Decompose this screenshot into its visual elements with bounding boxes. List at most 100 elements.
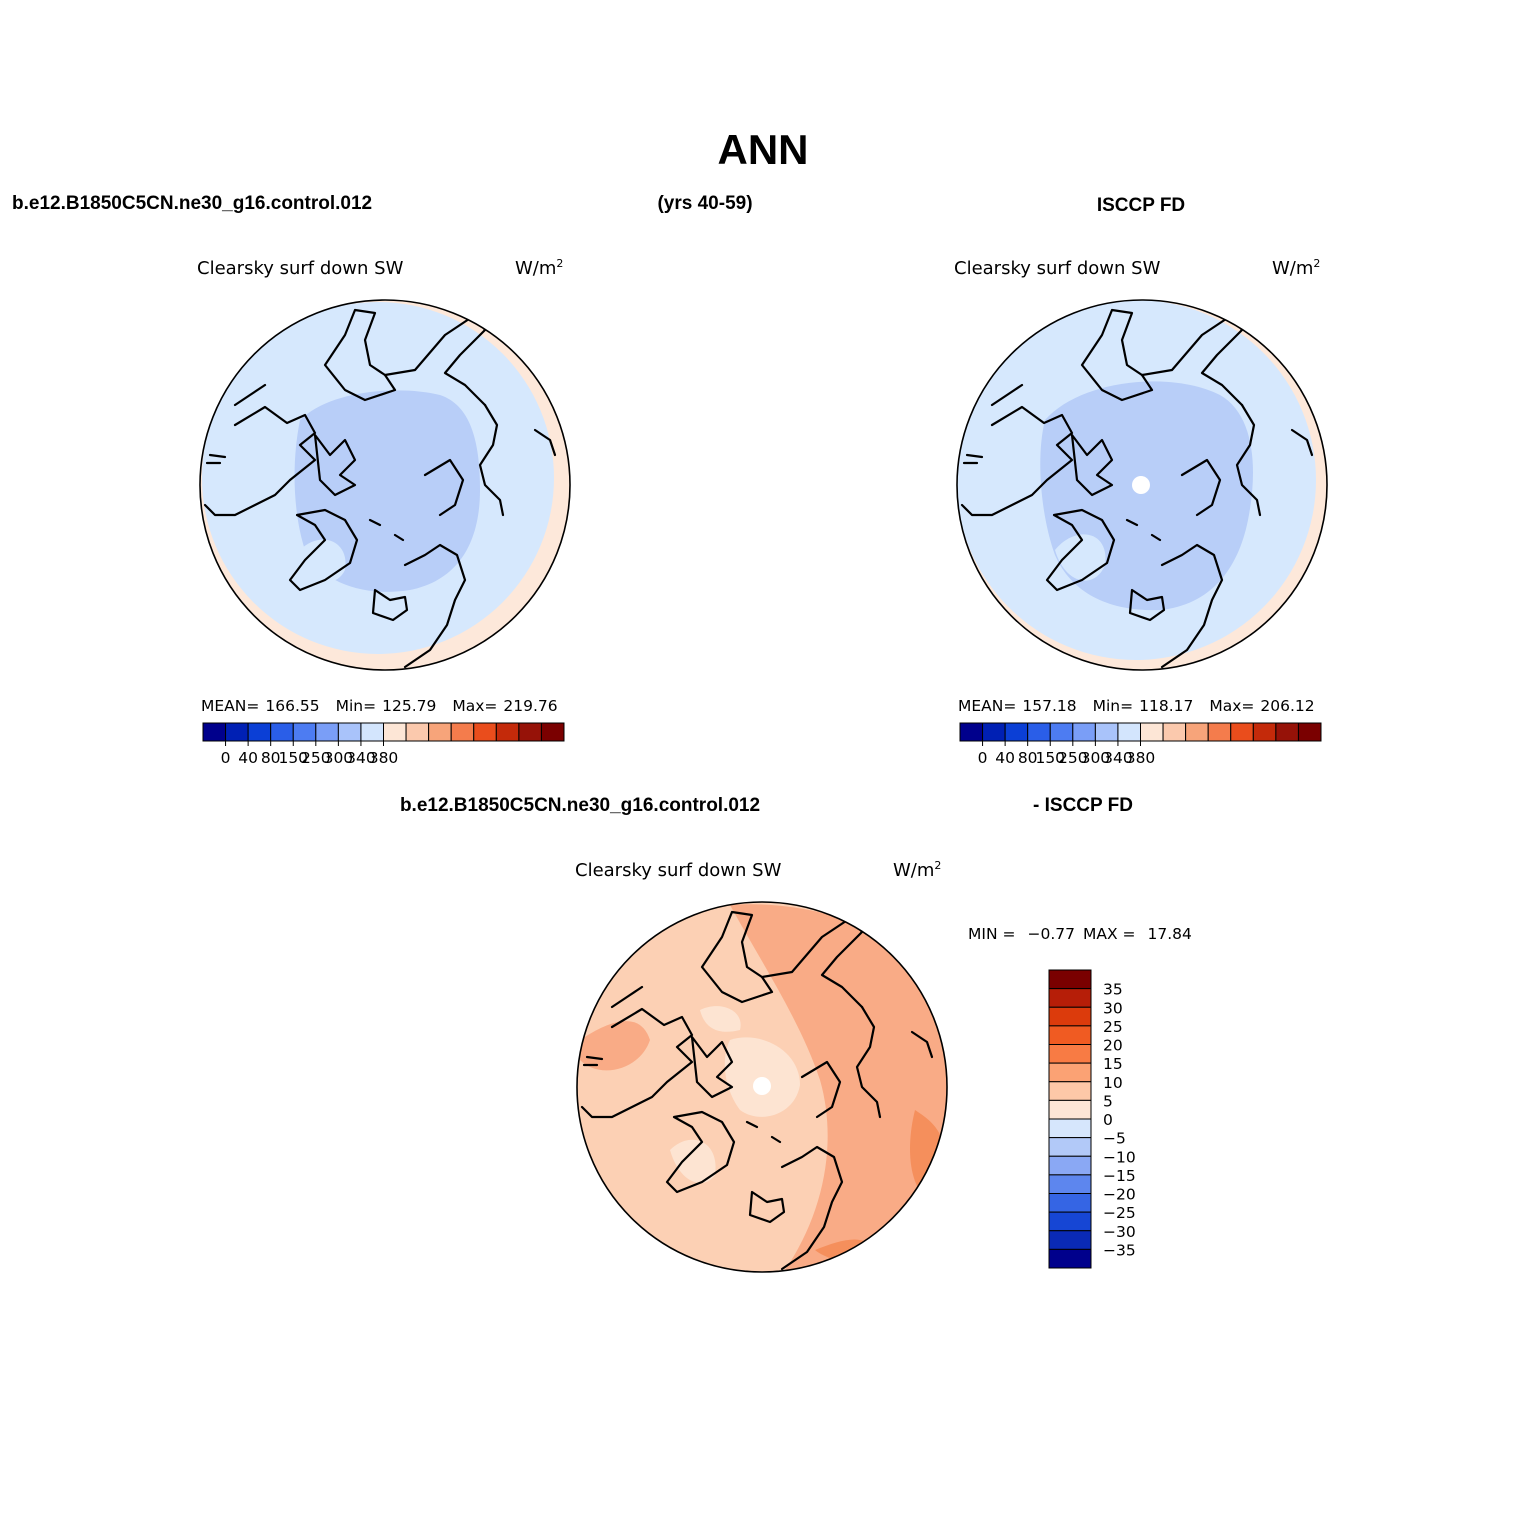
obs-panel: Clearsky surf down SW W/m2 MEAN= 157.18 Mi… (954, 257, 1328, 767)
model-polar-map (200, 300, 570, 670)
obs-colorbar-swatch (1004, 722, 1029, 742)
diff-colorbar-tick-label: −20 (1103, 1186, 1136, 1204)
model-colorbar-swatch (337, 722, 362, 742)
obs-stats: MEAN= 157.18 Min= 118.17 Max= 206.12 (958, 697, 1315, 715)
obs-colorbar-swatch (1140, 722, 1164, 742)
diff-polar-map (577, 902, 947, 1272)
model-colorbar-swatch (383, 722, 407, 742)
model-colorbar-swatch (405, 722, 430, 742)
diff-colorbar-tick-label: 20 (1103, 1037, 1123, 1055)
diff-colorbar-swatch (1048, 1248, 1092, 1269)
model-colorbar-swatch (315, 722, 339, 742)
diff-colorbar-tick-label: 35 (1103, 981, 1123, 999)
model-colorbar-swatch (270, 722, 294, 742)
diff-colorbar-swatch (1048, 1137, 1092, 1157)
model-units-label: W/m2 (515, 257, 563, 279)
diff-colorbar-swatch (1048, 1230, 1092, 1250)
diff-colorbar-tick-label: 5 (1103, 1092, 1113, 1110)
diff-colorbar-tick-label: 30 (1103, 999, 1123, 1017)
model-colorbar-swatch (292, 722, 317, 742)
model-colorbar-tick-label: 0 (221, 749, 231, 767)
obs-colorbar-tick-label: 150 (1035, 749, 1065, 767)
obs-colorbar-swatch (1207, 722, 1232, 742)
model-case-label: b.e12.B1850C5CN.ne30_g16.control.012 (12, 193, 372, 214)
diff-colorbar-swatch (1048, 1081, 1092, 1101)
model-colorbar-swatch (247, 722, 272, 742)
diff-colorbar-tick-label: 25 (1103, 1018, 1123, 1036)
model-stats: MEAN= 166.55 Min= 125.79 Max= 219.76 (201, 697, 558, 715)
obs-colorbar-tick-label: 80 (1018, 749, 1038, 767)
model-colorbar-swatch (473, 722, 497, 742)
diff-colorbar-tick-label: 0 (1103, 1111, 1113, 1129)
diff-colorbar-swatch (1048, 1044, 1092, 1064)
obs-colorbar-tick-label: 40 (995, 749, 1015, 767)
obs-colorbar-swatch (1275, 722, 1299, 742)
diff-colorbar-tick-label: −15 (1103, 1167, 1136, 1185)
diff-colorbar-tick-label: 15 (1103, 1055, 1123, 1073)
obs-units-label: W/m2 (1272, 257, 1320, 279)
obs-colorbar-tick-label: 250 (1058, 749, 1088, 767)
obs-colorbar-tick-label: 300 (1081, 749, 1111, 767)
obs-case-label: ISCCP FD (1097, 195, 1185, 216)
model-colorbar-tick-label: 300 (324, 749, 354, 767)
obs-colorbar-swatch (959, 722, 984, 742)
diff-colorbar-swatch (1048, 1174, 1092, 1194)
model-colorbar-tick-label: 40 (238, 749, 258, 767)
obs-colorbar-swatch (1185, 722, 1209, 742)
model-colorbar-tick-label: 80 (261, 749, 281, 767)
diff-colorbar-swatch (1048, 1211, 1092, 1232)
diff-colorbar-swatch (1048, 1025, 1092, 1045)
diff-panel: Clearsky surf down SW W/m2 MIN = −0.77 MAX… (575, 859, 1192, 1273)
model-colorbar-tick-label: 380 (369, 749, 399, 767)
diff-colorbar-tick-label: −30 (1103, 1223, 1136, 1241)
diff-colorbar-swatch (1048, 969, 1092, 990)
diff-obs-label: - ISCCP FD (1033, 795, 1133, 816)
model-colorbar-tick-label: 250 (301, 749, 331, 767)
obs-colorbar-swatch (1049, 722, 1074, 742)
diff-model-label: b.e12.B1850C5CN.ne30_g16.control.012 (400, 795, 760, 816)
model-colorbar-swatch (225, 722, 249, 742)
model-colorbar-tick-label: 340 (346, 749, 376, 767)
model-colorbar-swatch (518, 722, 542, 742)
obs-variable-label: Clearsky surf down SW (954, 258, 1161, 279)
diff-colorbar-tick-label: −35 (1103, 1241, 1136, 1259)
diff-colorbar-swatch (1048, 1099, 1092, 1120)
obs-colorbar-swatch (1117, 722, 1141, 742)
model-colorbar-swatch (202, 722, 227, 742)
diff-variable-label: Clearsky surf down SW (575, 860, 782, 881)
model-colorbar-swatch (428, 722, 452, 742)
obs-colorbar-swatch (1297, 722, 1322, 742)
obs-colorbar-swatch (1252, 722, 1277, 742)
obs-colorbar-tick-label: 340 (1103, 749, 1133, 767)
diff-stats: MIN = −0.77 MAX = 17.84 (968, 925, 1192, 943)
model-colorbar-swatch (450, 722, 475, 742)
diff-colorbar-swatch (1048, 1062, 1092, 1083)
obs-polar-map (957, 300, 1327, 670)
model-colorbar-swatch (495, 722, 520, 742)
diff-colorbar-swatch (1048, 988, 1092, 1008)
diff-units-label: W/m2 (893, 859, 941, 881)
figure-title: ANN (718, 126, 809, 173)
diff-colorbar-swatch (1048, 1118, 1092, 1139)
obs-colorbar-swatch (1027, 722, 1051, 742)
model-variable-label: Clearsky surf down SW (197, 258, 404, 279)
obs-colorbar-swatch (1072, 722, 1096, 742)
diff-colorbar-swatch (1048, 1155, 1092, 1176)
obs-colorbar-tick-label: 380 (1126, 749, 1156, 767)
diff-colorbar-tick-label: −5 (1103, 1130, 1126, 1148)
diff-colorbar-tick-label: 10 (1103, 1074, 1123, 1092)
obs-colorbar-swatch (1094, 722, 1119, 742)
years-label: (yrs 40-59) (657, 193, 752, 214)
model-colorbar-tick-label: 150 (278, 749, 308, 767)
model-colorbar-swatch (360, 722, 384, 742)
diff-colorbar-swatch (1048, 1193, 1092, 1213)
obs-colorbar-swatch (982, 722, 1006, 742)
obs-colorbar-swatch (1162, 722, 1187, 742)
diff-colorbar-tick-label: −25 (1103, 1204, 1136, 1222)
model-panel: Clearsky surf down SW W/m2 MEAN= 166.55 Mi… (197, 257, 571, 767)
obs-colorbar-swatch (1230, 722, 1254, 742)
